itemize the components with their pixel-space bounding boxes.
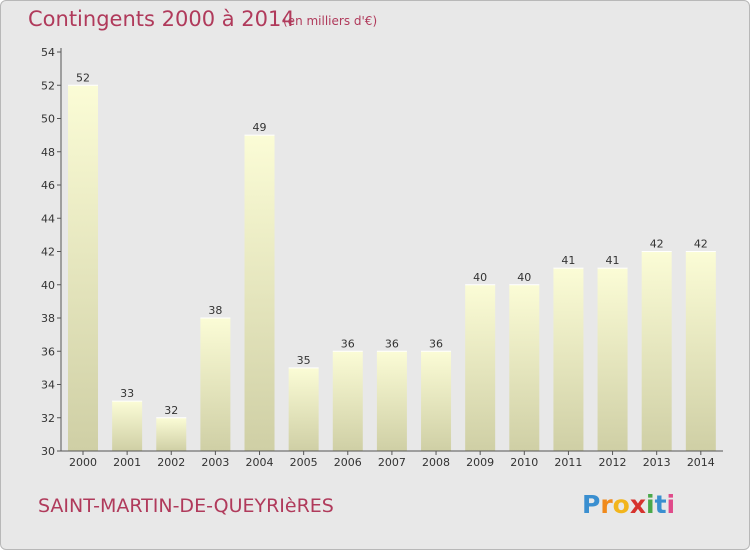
- data-label-2008: 36: [429, 337, 443, 350]
- logo-letter: r: [600, 490, 613, 519]
- data-label-2014: 42: [694, 238, 708, 251]
- bar-2002: [156, 417, 187, 451]
- logo-letter: t: [654, 490, 667, 519]
- bar-2011: [553, 268, 584, 452]
- x-tick-label-2012: 2012: [599, 456, 627, 469]
- x-tick-label-2005: 2005: [290, 456, 318, 469]
- x-tick-label-2002: 2002: [157, 456, 185, 469]
- y-tick-label-32: 32: [41, 412, 55, 425]
- data-label-2000: 52: [76, 71, 90, 84]
- commune-name: SAINT-MARTIN-DE-QUEYRIèRES: [38, 495, 334, 517]
- x-tick-label-2003: 2003: [201, 456, 229, 469]
- x-tick-label-2006: 2006: [334, 456, 362, 469]
- bar-2012: [597, 268, 628, 452]
- bar-2010: [509, 284, 540, 451]
- x-tick-label-2007: 2007: [378, 456, 406, 469]
- data-label-2007: 36: [385, 337, 399, 350]
- proxiti-logo[interactable]: Proxiti: [582, 490, 675, 519]
- x-tick-label-2011: 2011: [554, 456, 582, 469]
- data-label-2006: 36: [341, 337, 355, 350]
- data-label-2010: 40: [517, 271, 531, 284]
- data-label-2009: 40: [473, 271, 487, 284]
- x-tick-label-2001: 2001: [113, 456, 141, 469]
- logo-letter: o: [612, 490, 630, 519]
- data-label-2011: 41: [561, 254, 575, 267]
- y-tick-label-48: 48: [41, 146, 55, 159]
- x-tick-label-2000: 2000: [69, 456, 97, 469]
- data-label-2003: 38: [208, 304, 222, 317]
- chart-unit: (en milliers d'€): [283, 14, 378, 28]
- x-tick-label-2013: 2013: [643, 456, 671, 469]
- y-tick-label-44: 44: [41, 212, 55, 225]
- y-tick-label-36: 36: [41, 345, 55, 358]
- x-tick-label-2010: 2010: [510, 456, 538, 469]
- data-label-2012: 41: [606, 254, 620, 267]
- x-tick-label-2009: 2009: [466, 456, 494, 469]
- data-label-2013: 42: [650, 238, 664, 251]
- x-tick-label-2008: 2008: [422, 456, 450, 469]
- bar-2014: [685, 251, 716, 451]
- data-label-2004: 49: [253, 121, 267, 134]
- logo-letter: i: [666, 490, 676, 519]
- bar-2001: [112, 401, 143, 452]
- bar-2003: [200, 318, 231, 451]
- x-tick-label-2014: 2014: [687, 456, 715, 469]
- bar-2004: [244, 135, 275, 452]
- y-tick-label-54: 54: [41, 46, 55, 59]
- y-tick-label-34: 34: [41, 379, 55, 392]
- bar-2000: [68, 85, 98, 451]
- y-tick-label-30: 30: [41, 445, 55, 458]
- bar-2005: [288, 367, 319, 452]
- y-tick-label-46: 46: [41, 179, 55, 192]
- bar-2009: [465, 284, 496, 451]
- chart-title: Contingents 2000 à 2014: [28, 7, 295, 31]
- y-tick-label-38: 38: [41, 312, 55, 325]
- bars-group: 52 33 32 38 49 35 36 36 36 40 40 41 41 42 42: [68, 71, 716, 452]
- bar-2007: [376, 351, 407, 451]
- logo-letter: P: [582, 490, 601, 519]
- y-tick-label-52: 52: [41, 79, 55, 92]
- y-tick-label-40: 40: [41, 279, 55, 292]
- logo-letter: i: [646, 490, 655, 519]
- logo-letter: x: [629, 490, 646, 519]
- data-label-2001: 33: [120, 387, 134, 400]
- x-tick-label-2004: 2004: [246, 456, 274, 469]
- bar-2006: [332, 351, 363, 451]
- bar-2008: [421, 351, 452, 451]
- y-tick-label-50: 50: [41, 113, 55, 126]
- axes-group: 2000 2001 2002 2003 2004 2005 2006 2007 2008 2009…: [41, 46, 723, 469]
- bar-2013: [641, 251, 672, 451]
- data-label-2005: 35: [297, 354, 311, 367]
- data-label-2002: 32: [164, 404, 178, 417]
- y-tick-label-42: 42: [41, 246, 55, 259]
